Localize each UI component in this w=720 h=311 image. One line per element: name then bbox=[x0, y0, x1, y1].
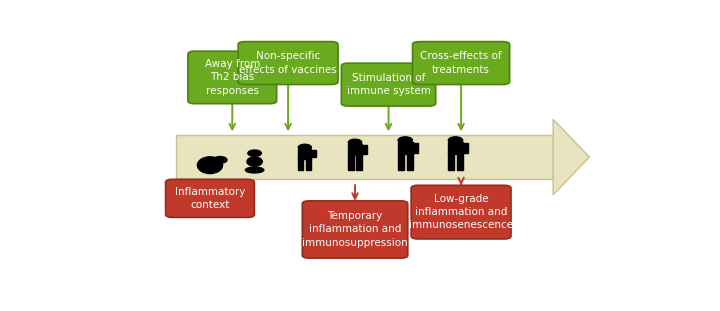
Ellipse shape bbox=[247, 157, 262, 166]
Bar bbox=[448, 142, 463, 154]
Ellipse shape bbox=[213, 156, 227, 163]
Ellipse shape bbox=[248, 150, 261, 156]
Ellipse shape bbox=[298, 144, 311, 151]
FancyBboxPatch shape bbox=[188, 51, 276, 104]
Bar bbox=[397, 153, 404, 170]
Bar bbox=[456, 153, 463, 170]
FancyBboxPatch shape bbox=[302, 201, 408, 258]
Bar bbox=[448, 153, 454, 170]
Ellipse shape bbox=[398, 137, 413, 144]
Text: Inflammatory
context: Inflammatory context bbox=[175, 187, 245, 210]
Text: Cross-effects of
treatments: Cross-effects of treatments bbox=[420, 51, 502, 75]
Bar bbox=[397, 142, 413, 154]
Text: Low-grade
inflammation and
immunosenescence: Low-grade inflammation and immunosenesce… bbox=[409, 194, 513, 230]
Text: Non-specific
effects of vaccines: Non-specific effects of vaccines bbox=[239, 51, 337, 75]
Text: Away from
Th2 bias
responses: Away from Th2 bias responses bbox=[204, 59, 260, 95]
FancyBboxPatch shape bbox=[238, 42, 338, 85]
Bar bbox=[407, 153, 413, 170]
Bar bbox=[298, 149, 311, 159]
Ellipse shape bbox=[246, 167, 264, 173]
Bar bbox=[298, 158, 303, 170]
Bar bbox=[362, 145, 367, 154]
Bar bbox=[176, 135, 553, 179]
Text: Stimulation of
immune system: Stimulation of immune system bbox=[346, 73, 431, 96]
Ellipse shape bbox=[449, 137, 463, 144]
FancyBboxPatch shape bbox=[166, 179, 254, 217]
Bar bbox=[306, 158, 311, 170]
FancyBboxPatch shape bbox=[341, 63, 436, 106]
Bar bbox=[348, 155, 354, 170]
Bar bbox=[463, 143, 469, 153]
Bar bbox=[311, 150, 316, 157]
Ellipse shape bbox=[197, 157, 222, 174]
FancyBboxPatch shape bbox=[413, 42, 510, 85]
FancyBboxPatch shape bbox=[411, 185, 511, 239]
Bar bbox=[356, 155, 362, 170]
Bar bbox=[413, 143, 418, 153]
Polygon shape bbox=[553, 119, 590, 195]
Text: Temporary
inflammation and
immunosuppression: Temporary inflammation and immunosuppres… bbox=[302, 211, 408, 248]
Bar bbox=[348, 144, 362, 155]
Ellipse shape bbox=[348, 139, 361, 146]
